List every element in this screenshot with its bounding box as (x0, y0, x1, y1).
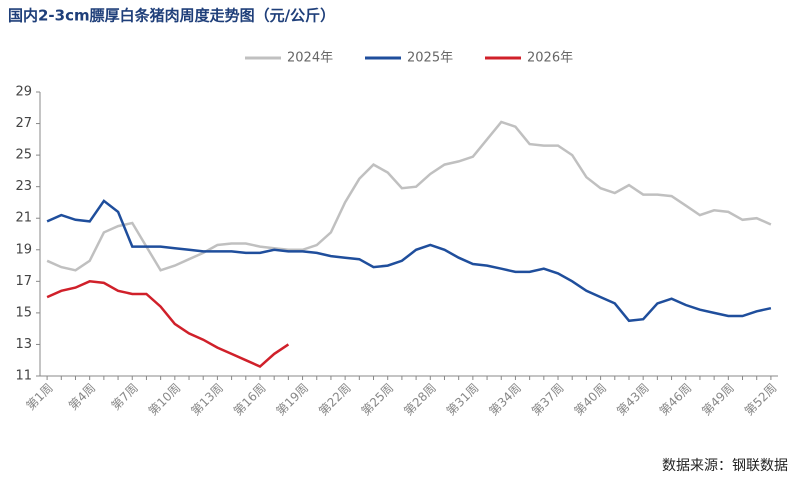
x-tick-label: 第22周 (316, 381, 354, 419)
x-tick-label: 第25周 (359, 381, 397, 419)
legend-label: 2026年 (527, 51, 573, 66)
x-tick-label: 第31周 (444, 381, 482, 419)
y-tick-label: 13 (15, 337, 32, 352)
line (46, 280, 290, 368)
line (46, 199, 772, 323)
x-tick-label: 第1周 (23, 381, 55, 413)
x-tick-label: 第19周 (273, 381, 311, 419)
x-tick-label: 第40周 (572, 381, 610, 419)
y-tick-label: 17 (15, 274, 32, 289)
legend-label: 2024年 (287, 51, 333, 66)
x-tick-label: 第7周 (109, 381, 141, 413)
y-tick-label: 11 (15, 369, 32, 384)
y-tick-label: 29 (15, 85, 32, 100)
y-tick-label: 27 (15, 116, 32, 131)
x-tick-label: 第13周 (188, 381, 226, 419)
x-tick-label: 第28周 (401, 381, 439, 419)
x-tick-label: 第49周 (699, 381, 737, 419)
x-tick-label: 第10周 (146, 381, 184, 419)
x-tick-label: 第52周 (742, 381, 780, 419)
x-tick-label: 第16周 (231, 381, 269, 419)
y-tick-label: 23 (15, 179, 32, 194)
y-tick-label: 15 (15, 305, 32, 320)
y-tick-label: 19 (15, 242, 32, 257)
y-tick-label: 25 (15, 148, 32, 163)
chart-title: 国内2-3cm膘厚白条猪肉周度走势图（元/公斤） (8, 7, 335, 25)
source: 数据来源：钢联数据 (662, 458, 788, 474)
x-tick-label: 第34周 (486, 381, 524, 419)
y-tick-label: 21 (15, 211, 32, 226)
x-tick-label: 第43周 (614, 381, 652, 419)
x-tick-label: 第37周 (529, 381, 567, 419)
legend-label: 2025年 (407, 51, 453, 66)
line (46, 120, 772, 272)
x-tick-label: 第46周 (657, 381, 695, 419)
x-tick-label: 第4周 (66, 381, 98, 413)
